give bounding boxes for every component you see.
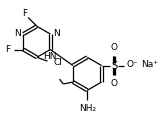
Text: F: F bbox=[5, 45, 10, 54]
Text: N: N bbox=[53, 29, 60, 38]
Text: Na⁺: Na⁺ bbox=[141, 60, 158, 69]
Text: F: F bbox=[22, 9, 27, 18]
Text: NH₂: NH₂ bbox=[79, 104, 96, 113]
Text: S: S bbox=[111, 61, 117, 70]
Text: N: N bbox=[14, 29, 20, 38]
Text: O: O bbox=[111, 43, 118, 52]
Text: HN: HN bbox=[43, 52, 57, 61]
Text: O: O bbox=[111, 79, 118, 88]
Text: Cl: Cl bbox=[53, 58, 62, 67]
Text: O⁻: O⁻ bbox=[127, 60, 139, 69]
